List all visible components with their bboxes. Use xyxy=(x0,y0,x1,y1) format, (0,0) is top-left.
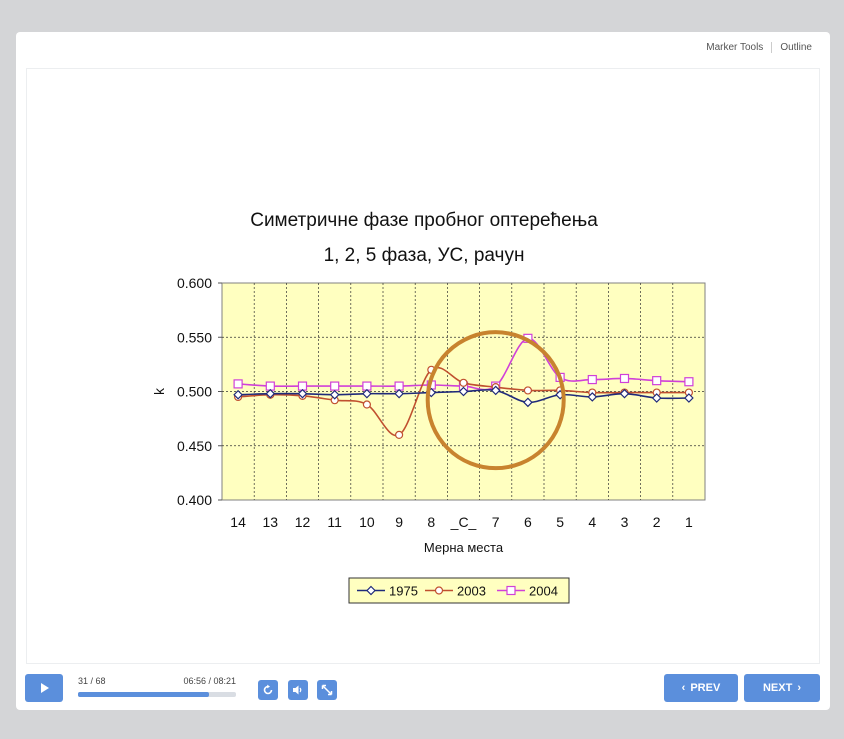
legend-box xyxy=(348,577,570,604)
x-tick-label: 13 xyxy=(263,514,279,530)
legend-label: 2003 xyxy=(457,584,486,599)
legend-marker-2003 xyxy=(434,586,444,595)
data-point-2004 xyxy=(330,381,340,391)
x-tick-label: 9 xyxy=(395,514,403,530)
x-axis-label: Мерна места xyxy=(424,540,504,555)
data-point-1975 xyxy=(651,393,662,403)
x-tick-label: 11 xyxy=(327,514,342,530)
topbar-divider xyxy=(771,42,773,53)
data-point-1975 xyxy=(523,397,533,408)
data-point-2003 xyxy=(523,386,532,395)
data-point-1975 xyxy=(490,385,501,396)
play-button[interactable] xyxy=(25,674,63,702)
prev-label: PREV xyxy=(690,682,721,694)
y-axis-label: k xyxy=(151,387,167,395)
data-point-2003 xyxy=(362,400,371,409)
player-frame: Marker Tools Outline Симетричне фазе про… xyxy=(16,32,830,710)
x-tick-label: 1 xyxy=(685,514,693,530)
replay-icon xyxy=(263,684,273,695)
data-point-1975 xyxy=(684,393,694,403)
chart-subtitle: 1, 2, 5 фаза, УС, рачун xyxy=(323,245,525,266)
next-label: NEXT xyxy=(762,682,793,694)
y-tick-label: 0.500 xyxy=(177,384,212,400)
progress-track[interactable] xyxy=(78,692,236,697)
volume-icon xyxy=(293,685,302,695)
x-tick-label: 4 xyxy=(588,514,596,530)
data-point-1975 xyxy=(458,386,469,397)
data-point-2003 xyxy=(459,378,468,387)
legend-label: 2004 xyxy=(529,584,558,599)
data-point-1975 xyxy=(394,388,404,399)
data-point-2003 xyxy=(395,430,404,439)
x-tick-label: 8 xyxy=(427,514,435,530)
x-tick-label: 2 xyxy=(653,514,661,530)
data-point-1975 xyxy=(587,392,598,402)
progress-area: 31 / 68 06:56 / 08:21 xyxy=(78,676,236,697)
data-point-1975 xyxy=(362,388,372,399)
prev-button[interactable]: ‹ PREV xyxy=(664,674,738,702)
slide-canvas: Симетричне фазе пробног оптерећења 1, 2,… xyxy=(26,68,820,664)
fullscreen-icon xyxy=(321,684,333,696)
time-display: 06:56 / 08:21 xyxy=(183,676,236,686)
next-button[interactable]: NEXT › xyxy=(744,674,820,702)
legend-marker-1975 xyxy=(366,585,376,596)
outline-link[interactable]: Outline xyxy=(780,42,812,53)
data-point-1975 xyxy=(265,388,276,399)
data-point-2004 xyxy=(587,374,597,385)
fullscreen-button[interactable] xyxy=(317,680,337,700)
chevron-right-icon: › xyxy=(797,682,801,694)
x-tick-label: 14 xyxy=(230,514,246,530)
data-point-2004 xyxy=(684,377,694,387)
y-tick-label: 0.550 xyxy=(177,329,212,345)
x-tick-label: 5 xyxy=(556,514,564,530)
data-point-1975 xyxy=(329,389,340,400)
x-tick-label: 7 xyxy=(492,514,500,530)
marker-tools-link[interactable]: Marker Tools xyxy=(706,42,764,53)
legend-label: 1975 xyxy=(389,584,418,599)
x-tick-label: 12 xyxy=(295,514,311,530)
topbar: Marker Tools Outline xyxy=(706,42,812,53)
data-point-2004 xyxy=(233,379,243,389)
slide-counter: 31 / 68 xyxy=(78,676,106,686)
progress-fill xyxy=(78,692,210,697)
chevron-left-icon: ‹ xyxy=(681,682,686,694)
volume-button[interactable] xyxy=(288,680,308,700)
data-point-1975 xyxy=(297,388,308,399)
chart-title: Симетричне фазе пробног оптерећења xyxy=(250,210,598,231)
x-tick-label: _C_ xyxy=(450,514,477,530)
y-tick-label: 0.600 xyxy=(177,275,212,291)
y-tick-label: 0.450 xyxy=(177,438,212,454)
data-point-2004 xyxy=(619,373,630,384)
play-icon xyxy=(41,683,49,693)
highlight-circle xyxy=(425,330,566,471)
legend-marker-2004 xyxy=(506,585,516,596)
x-tick-label: 10 xyxy=(359,514,375,530)
y-tick-label: 0.400 xyxy=(177,492,212,508)
x-tick-label: 3 xyxy=(621,514,629,530)
data-point-1975 xyxy=(619,388,630,399)
replay-button[interactable] xyxy=(258,680,278,700)
x-tick-label: 6 xyxy=(524,514,532,530)
data-point-1975 xyxy=(233,389,243,400)
data-point-2004 xyxy=(652,376,662,386)
